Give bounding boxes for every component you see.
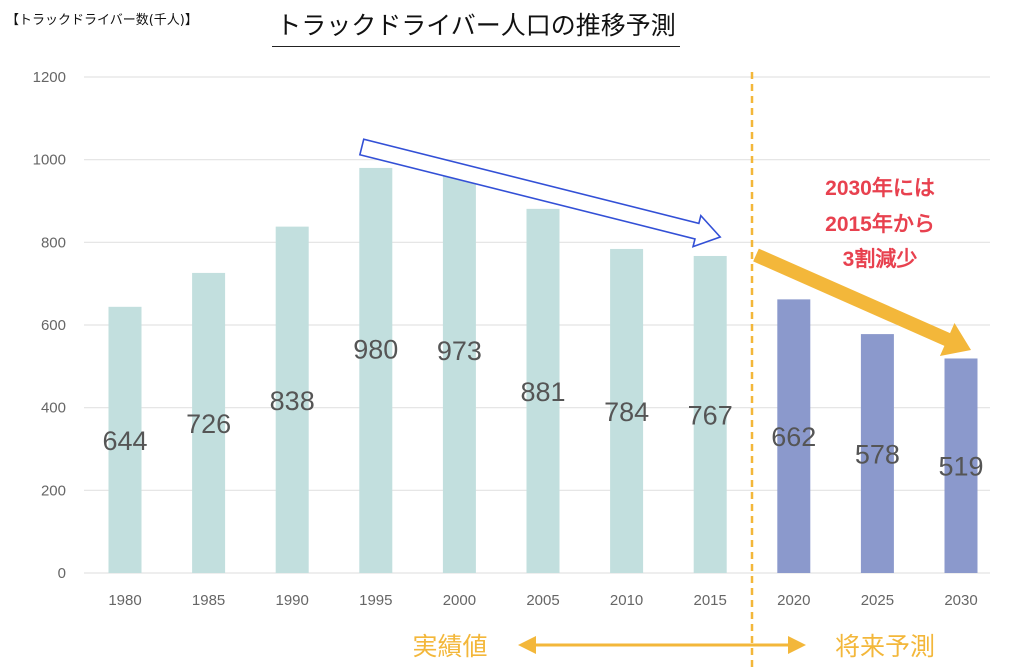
x-axis-ticks: 1980 1985 1990 1995 2000 2005 2010 2015 2020 2025…	[108, 592, 977, 609]
period-arrowhead-right	[788, 636, 806, 654]
bar-value-label: 767	[688, 400, 733, 430]
forecast-period-label: 将来予測	[835, 632, 935, 661]
bar-value-label: 784	[604, 397, 649, 427]
x-tick-label: 2005	[526, 592, 559, 609]
actual-period-label: 実績値	[412, 632, 487, 661]
bar-value-label: 726	[186, 409, 231, 439]
x-tick-label: 1985	[192, 592, 225, 609]
y-tick-label: 600	[41, 317, 66, 334]
x-tick-label: 2030	[944, 592, 977, 609]
y-tick-label: 1000	[33, 152, 66, 169]
y-tick-label: 1200	[33, 69, 66, 86]
bar	[443, 171, 476, 573]
x-tick-label: 1990	[276, 592, 309, 609]
bar-chart: 0 200 400 600 800 1000 1200 1980 1985 1990 1995 20…	[0, 0, 1024, 667]
y-tick-label: 400	[41, 400, 66, 417]
period-arrowhead-left	[518, 636, 536, 654]
bar-value-label: 644	[102, 426, 147, 456]
x-tick-label: 2010	[610, 592, 643, 609]
x-tick-label: 1980	[108, 592, 141, 609]
bar	[359, 168, 392, 573]
bar-value-label: 838	[270, 386, 315, 416]
callout-text-line: 2015年から	[825, 212, 935, 236]
bar-value-label: 980	[353, 334, 398, 364]
y-tick-label: 0	[58, 565, 66, 582]
y-tick-label: 800	[41, 234, 66, 251]
callout-text-line: 2030年には	[825, 176, 935, 200]
x-tick-label: 2020	[777, 592, 810, 609]
y-tick-label: 200	[41, 482, 66, 499]
x-tick-label: 2000	[443, 592, 476, 609]
callout-text-line: 3割減少	[843, 247, 918, 271]
bar-value-label: 973	[437, 336, 482, 366]
x-tick-label: 2015	[694, 592, 727, 609]
x-tick-label: 2025	[861, 592, 894, 609]
x-tick-label: 1995	[359, 592, 392, 609]
bar-value-label: 881	[520, 377, 565, 407]
y-axis-ticks: 0 200 400 600 800 1000 1200	[33, 69, 66, 582]
bar-value-label: 662	[771, 422, 816, 452]
bar-value-label: 578	[855, 440, 900, 470]
bar-value-label: 519	[938, 452, 983, 482]
